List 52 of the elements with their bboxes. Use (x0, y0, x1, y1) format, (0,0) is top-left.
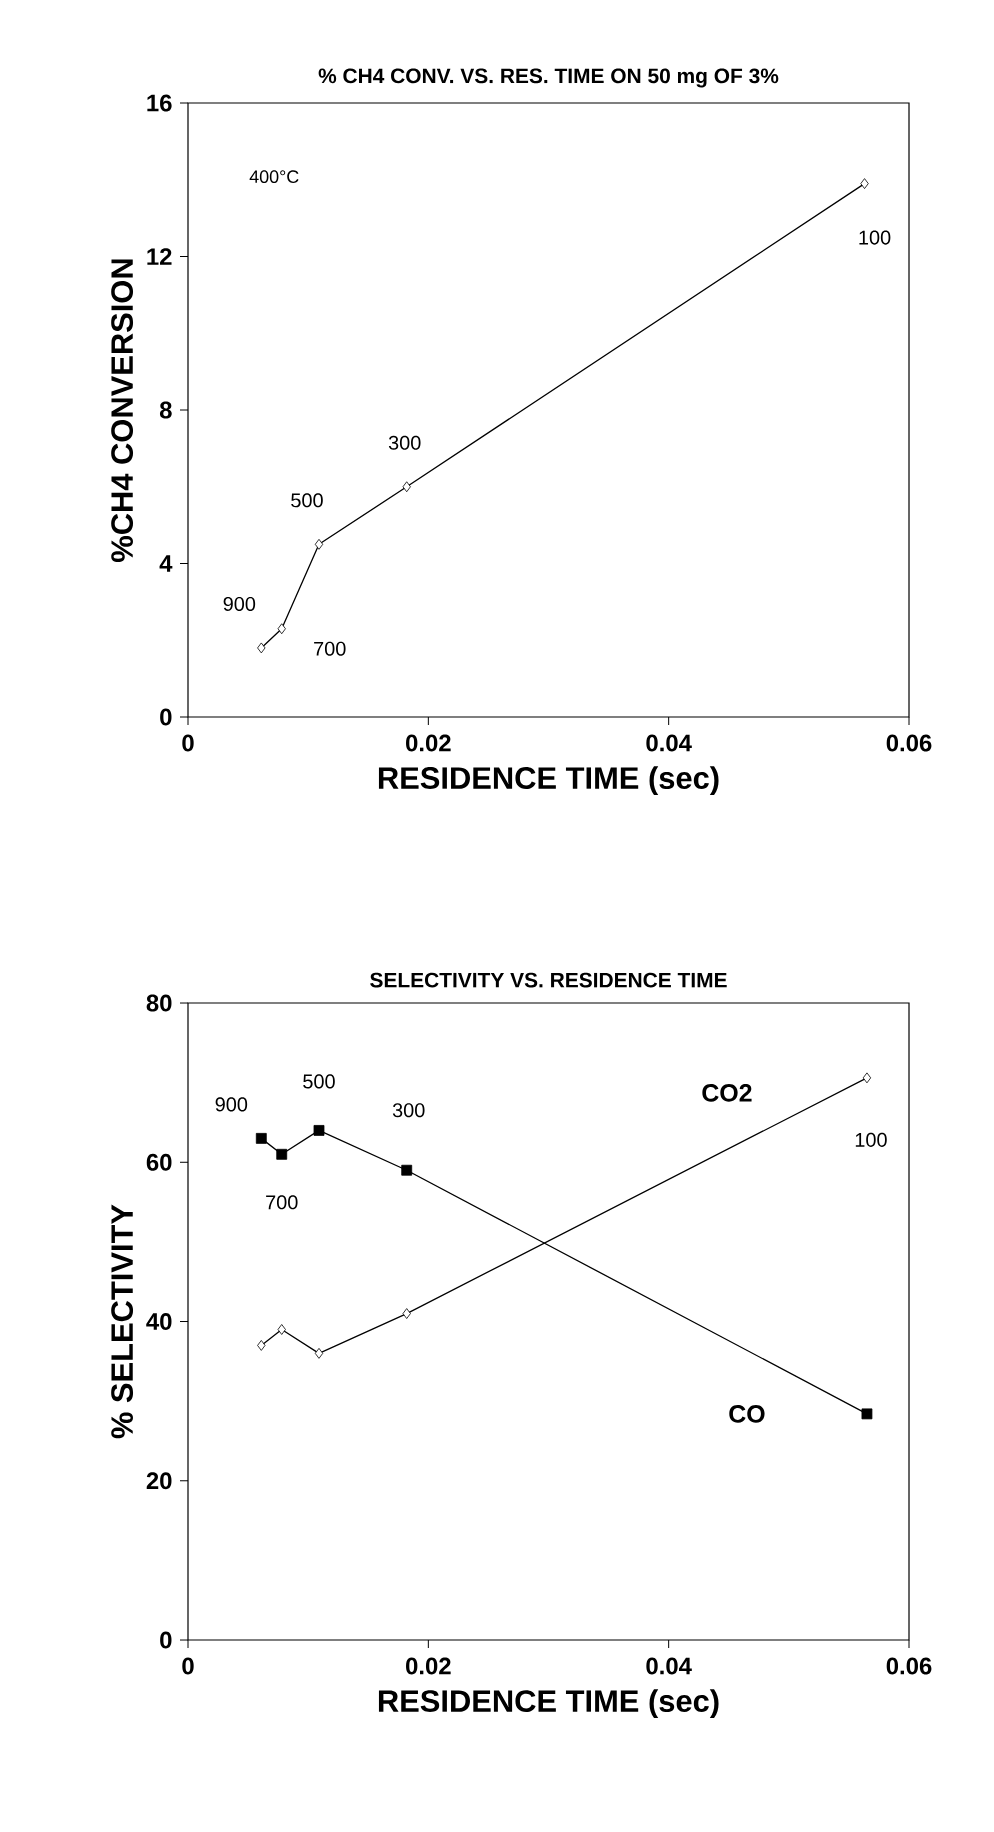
series-label: CO (729, 1405, 765, 1423)
y-tick-label: 80 (146, 994, 172, 1012)
y-tick-label: 40 (146, 1313, 172, 1330)
point (277, 1324, 286, 1335)
y-tick-label: 0 (160, 708, 172, 726)
point (861, 1408, 873, 1420)
point (402, 1308, 411, 1319)
x-tick-label: 0.06 (886, 734, 932, 752)
x-tick-label: 0.02 (406, 734, 451, 752)
point (862, 1072, 872, 1084)
point (401, 1164, 413, 1176)
y-axis-title: %CH4 CONVERSION (111, 259, 134, 562)
point (277, 623, 286, 635)
y-tick-label: 0 (160, 1631, 172, 1649)
x-tick-label: 0.04 (646, 734, 692, 752)
y-tick-label: 16 (147, 94, 172, 112)
annotation: 100 (855, 1132, 887, 1147)
x-tick-label: 0.06 (886, 1657, 932, 1675)
point (314, 538, 324, 550)
x-tick-label: 0.04 (646, 1657, 692, 1675)
point (313, 1125, 325, 1136)
point (860, 178, 869, 189)
annotation: 100 (859, 230, 891, 245)
annotation: 900 (215, 1097, 248, 1112)
point (255, 1132, 267, 1144)
annotation: 300 (392, 1103, 425, 1118)
annotation: 900 (223, 596, 256, 611)
point (257, 1340, 266, 1351)
y-tick-label: 12 (147, 248, 172, 265)
annotation: 700 (266, 1195, 298, 1210)
series-label: CO2 (702, 1084, 752, 1102)
point (257, 642, 266, 654)
point (314, 1347, 324, 1359)
y-tick-label: 4 (159, 555, 173, 572)
annotation: 500 (303, 1074, 335, 1089)
x-tick-label: 0 (182, 1657, 194, 1675)
y-tick-label: 20 (146, 1472, 172, 1490)
annotation: 500 (291, 493, 323, 508)
y-tick-label: 8 (159, 401, 172, 419)
annotation: 400°C (249, 170, 299, 184)
y-tick-label: 60 (146, 1153, 172, 1171)
x-tick-label: 0 (182, 734, 194, 752)
x-axis-title: RESIDENCE TIME (sec) (378, 1689, 719, 1719)
y-axis-title: % SELECTIVITY (111, 1204, 134, 1439)
chart-title: % CH4 CONV. VS. RES. TIME ON 50 mg OF 3% (318, 68, 779, 88)
x-axis-title: RESIDENCE TIME (sec) (378, 766, 719, 796)
chart-title: SELECTIVITY VS. RESIDENCE TIME (370, 972, 727, 988)
point (276, 1148, 288, 1160)
annotation: 300 (388, 435, 421, 450)
annotation: 700 (314, 641, 346, 656)
x-tick-label: 0.02 (406, 1657, 451, 1675)
point (402, 481, 411, 493)
